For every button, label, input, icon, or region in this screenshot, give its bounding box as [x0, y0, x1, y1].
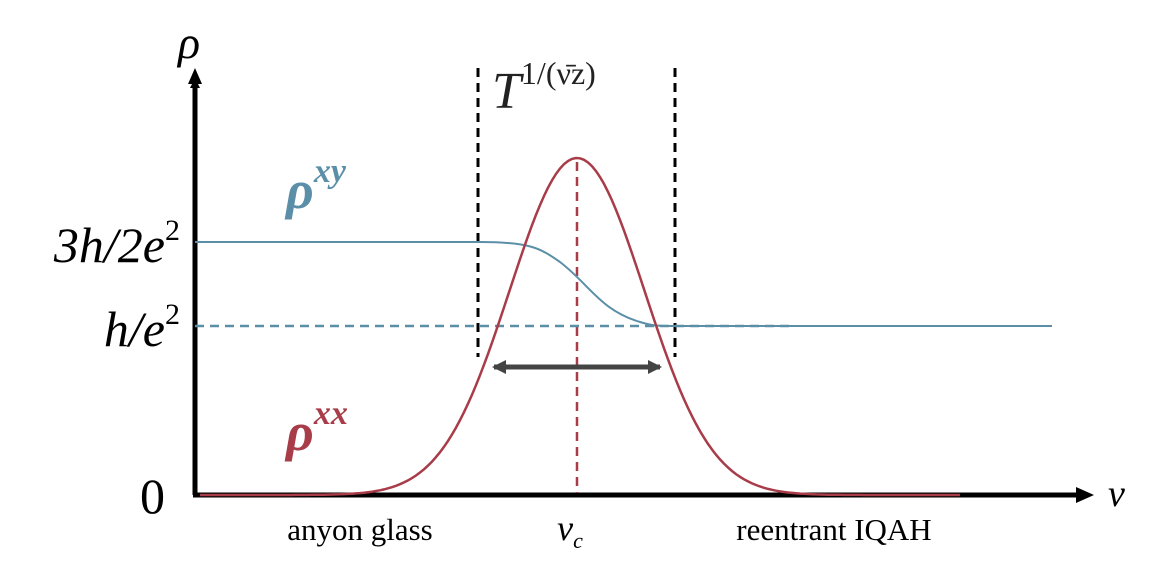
label-base: T — [492, 63, 524, 120]
label-base: ν — [557, 508, 573, 548]
region-label: anyon glass — [287, 512, 433, 547]
level-label: h/e2 — [104, 298, 180, 357]
rho-xy-label: ρxy — [284, 153, 347, 220]
region-label: reentrant IQAH — [736, 512, 931, 547]
level-text: h/e — [104, 301, 165, 357]
rho-xx-label: ρxx — [284, 395, 348, 462]
y-axis-label: ρ — [176, 17, 200, 68]
level-sup: 2 — [165, 214, 180, 247]
y-arrow — [188, 68, 202, 84]
label-sup: xy — [313, 153, 347, 190]
rho-xx-curve — [200, 156, 960, 497]
x-axis-label: ν — [1108, 473, 1125, 515]
rho-xy-curve — [195, 241, 1052, 327]
level-sup: 2 — [165, 298, 180, 331]
label-base: ρ — [284, 160, 314, 220]
scaling-label: T1/(ν̄z) — [492, 55, 596, 120]
label-base: ρ — [284, 402, 314, 462]
level-text: 3h/2e — [53, 217, 165, 273]
label-sup: 1/(ν̄z) — [521, 55, 596, 91]
x-arrow — [1076, 487, 1094, 503]
level-label: 3h/2e2 — [53, 214, 180, 273]
region-label: νc — [557, 508, 583, 553]
label-sub: c — [573, 528, 583, 553]
label-sup: xx — [313, 395, 348, 432]
level-label: 0 — [140, 468, 165, 524]
